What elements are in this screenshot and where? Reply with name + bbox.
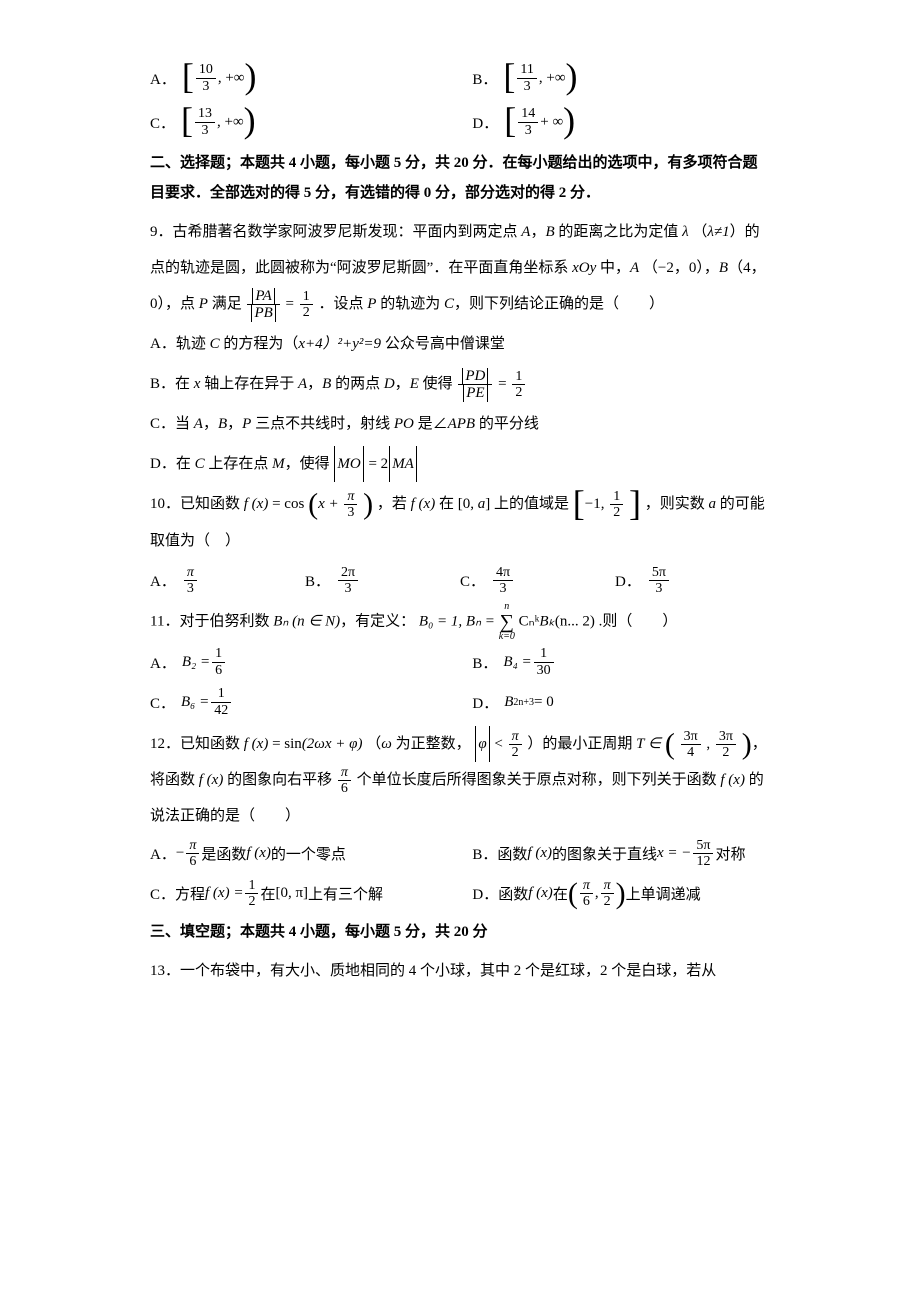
q11-opt-a: A．B₂ =16	[150, 646, 472, 678]
q12-opt-a: A．− π6 是函数 f (x) 的一个零点	[150, 838, 472, 870]
q11-row1: A．B₂ =16 B．B₄ =130	[150, 646, 770, 678]
q9-opt-b: B．在 x 轴上存在异于 A，B 的两点 D，E 使得 PDPE = 12	[150, 366, 770, 402]
q10-opt-c: C．4π3	[460, 565, 615, 597]
q13-stem: 13．一个布袋中，有大小、质地相同的 4 个小球，其中 2 个是红球，2 个是白…	[150, 953, 770, 989]
section2-header: 二、选择题；本题共 4 小题，每小题 5 分，共 20 分．在每小题给出的选项中…	[150, 148, 770, 208]
q10-stem: 10．已知函数 f (x) = cos (x + π3 ) ，若 f (x) 在…	[150, 486, 770, 559]
q12-opt-c: C．方程 f (x) = 12 在 [0, π] 上有三个解	[150, 878, 472, 910]
q8-opt-c: C． [ 133 , +∞ )	[150, 104, 472, 140]
q10-opt-d: D．5π3	[615, 565, 770, 597]
q9-opt-d: D．在 C 上存在点 M，使得 MO = 2MA	[150, 446, 770, 482]
q11-row2: C．B₆ =142 D．B2n+3 = 0	[150, 686, 770, 718]
q12-row1: A．− π6 是函数 f (x) 的一个零点 B．函数 f (x) 的图象关于直…	[150, 838, 770, 870]
q10-opt-a: A．π3	[150, 565, 305, 597]
q9-opt-a: A．轨迹 C 的方程为（x+4）²+y²=9 公众号高中僧课堂	[150, 326, 770, 362]
q11-opt-b: B．B₄ =130	[472, 646, 770, 678]
q11-stem: 11．对于伯努利数 Bₙ (n ∈ N)，有定义： B₀ = 1, Bₙ = n…	[150, 602, 770, 642]
q9-opt-c: C．当 A，B，P 三点不共线时，射线 PO 是∠APB 的平分线	[150, 406, 770, 442]
q12-opt-d: D．函数 f (x) 在 ( π6 , π2 ) 上单调递减	[472, 878, 770, 910]
section3-header: 三、填空题；本题共 4 小题，每小题 5 分，共 20 分	[150, 917, 770, 947]
q12-stem: 12．已知函数 f (x) = sin(2ωx + φ) （ω 为正整数， φ …	[150, 726, 770, 834]
q8-opt-b: B． [ 113 , +∞ )	[472, 60, 770, 96]
q8-opt-a: A． [ 103 , +∞ )	[150, 60, 472, 96]
q10-opt-b: B．2π3	[305, 565, 460, 597]
q10-options: A．π3 B．2π3 C．4π3 D．5π3	[150, 565, 770, 597]
q12-opt-b: B．函数 f (x) 的图象关于直线 x = − 5π12 对称	[472, 838, 770, 870]
q12-row2: C．方程 f (x) = 12 在 [0, π] 上有三个解 D．函数 f (x…	[150, 878, 770, 910]
q11-opt-c: C．B₆ =142	[150, 686, 472, 718]
q8-row2: C． [ 133 , +∞ ) D． [ 143 + ∞ )	[150, 104, 770, 140]
q8-row1: A． [ 103 , +∞ ) B． [ 113 , +∞ )	[150, 60, 770, 96]
q9-stem: 9．古希腊著名数学家阿波罗尼斯发现：平面内到两定点 A，B 的距离之比为定值 λ…	[150, 214, 770, 322]
q11-opt-d: D．B2n+3 = 0	[472, 686, 770, 718]
q8-opt-d: D． [ 143 + ∞ )	[472, 104, 770, 140]
